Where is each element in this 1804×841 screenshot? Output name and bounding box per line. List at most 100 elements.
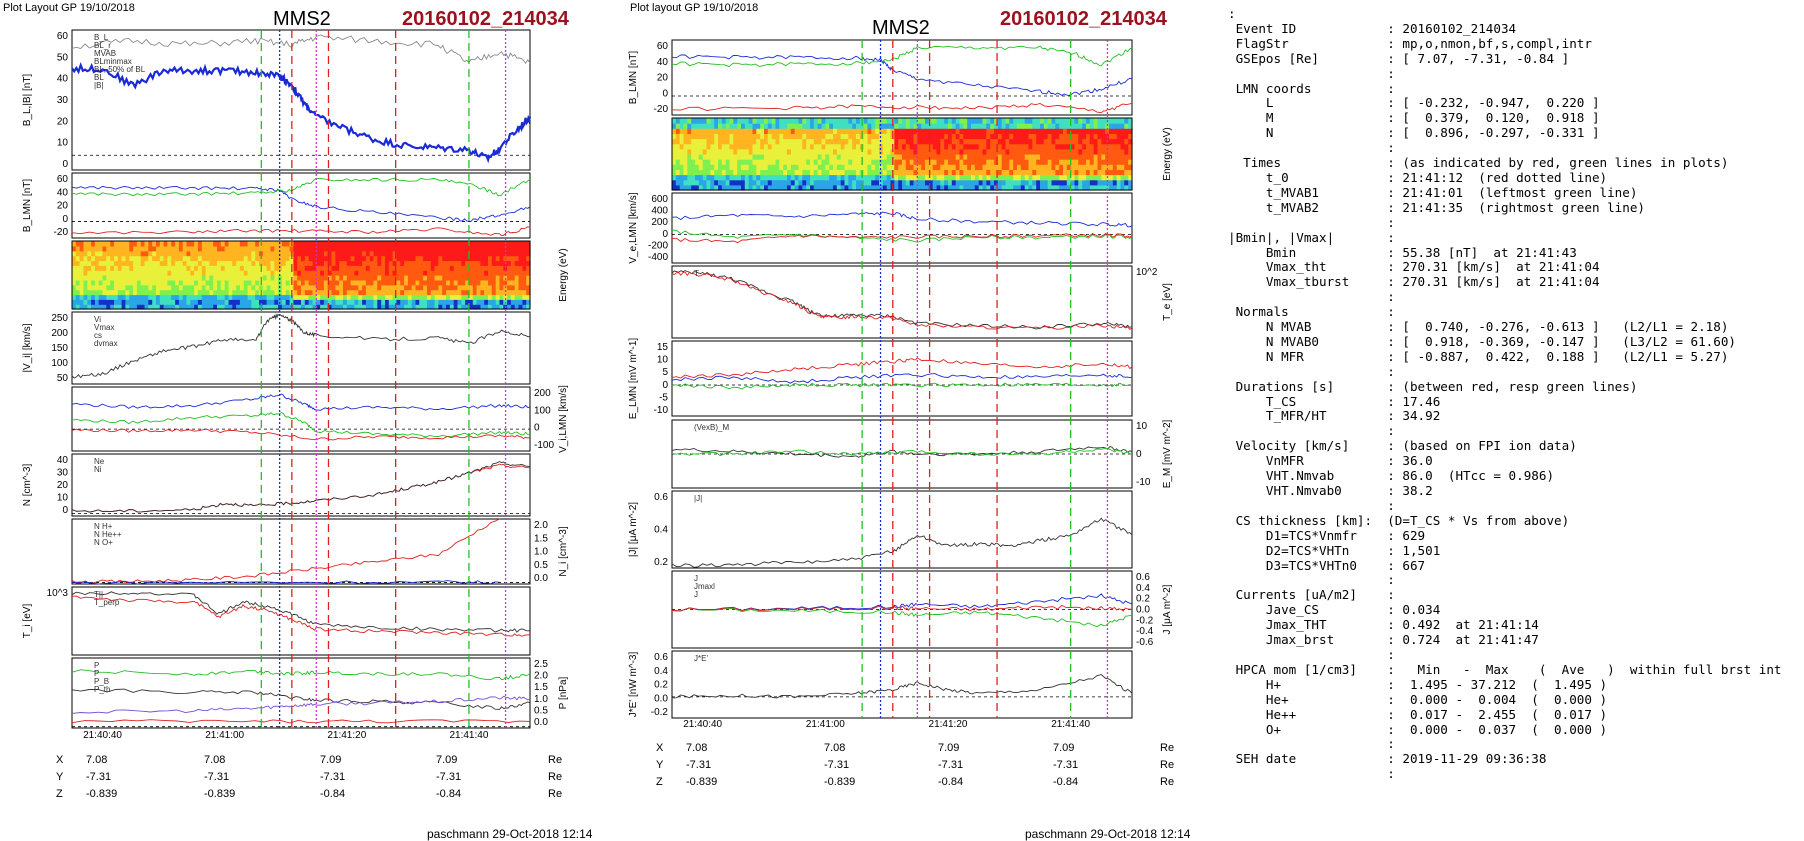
heatmap-cell [779,123,784,129]
heatmap-cell [98,275,104,281]
heatmap-cell [1109,148,1114,155]
heatmap-cell [829,164,834,170]
heatmap-cell [110,294,115,300]
heatmap-cell [312,279,317,286]
heatmap-cell [790,143,796,150]
heatmap-cell [1120,179,1125,186]
heatmap-cell [270,245,275,252]
heatmap-cell [1082,118,1087,124]
heatmap-cell [986,169,991,176]
heatmap-cell [465,250,470,257]
heatmap-cell [327,304,333,310]
heatmap-cell [365,265,371,271]
heatmap-cell [806,148,811,155]
heatmap-cell [247,284,252,291]
heatmap-cell [706,174,711,181]
heatmap-cell [446,241,451,247]
heatmap-cell [304,255,310,262]
heatmap-cell [320,245,325,252]
heatmap-cell [783,169,788,176]
heatmap-cell [209,275,214,281]
heatmap-cell [932,143,938,150]
heatmap-cell [262,245,268,252]
heatmap-cell [1074,133,1079,140]
heatmap-cell [316,294,321,300]
heatmap-cell [358,304,363,310]
heatmap-cell [1032,123,1037,129]
heatmap-cell [213,260,218,266]
heatmap-cell [331,255,336,262]
heatmap-cell [794,118,800,124]
heatmap-cell [879,128,884,134]
subplot-frame [671,340,1133,417]
heatmap-cell [852,169,857,176]
heatmap-cell [882,154,888,160]
heatmap-cell [518,275,523,281]
heatmap-cell [453,275,459,281]
heatmap-cell [718,184,723,191]
heatmap-cell [940,138,945,145]
heatmap-cell [281,284,287,291]
heatmap-cell [209,260,214,266]
heatmap-cell [110,265,115,271]
heatmap-cell [913,169,918,176]
legend-label: Vi [94,315,101,324]
heatmap-cell [381,265,386,271]
heatmap-cell [982,148,987,155]
heatmap-cell [476,270,481,276]
heatmap-cell [760,164,765,170]
heatmap-cell [997,143,1003,150]
heatmap-cell [710,154,715,160]
heatmap-cell [1089,169,1095,176]
heatmap-cell [990,148,995,155]
heatmap-cell [484,250,489,257]
heatmap-cell [514,299,520,305]
y-axis-label: T_i [eV] [22,604,33,639]
heatmap-cell [140,255,146,262]
heatmap-cell [1097,123,1102,129]
heatmap-cell [255,245,260,252]
heatmap-cell [1001,179,1007,186]
heatmap-cell [729,133,734,140]
heatmap-cell [810,133,815,140]
heatmap-cell [83,260,88,266]
heatmap-cell [886,138,892,145]
heatmap-cell [752,169,757,176]
heatmap-cell [990,133,995,140]
heatmap-cell [752,143,757,150]
heatmap-cell [1116,148,1122,155]
heatmap-cell [756,184,761,191]
heatmap-cell [1020,174,1026,181]
heatmap-cell [856,174,861,181]
heatmap-cell [1086,169,1091,176]
heatmap-cell [817,169,823,176]
heatmap-cell [710,159,715,165]
heatmap-cell [925,138,930,145]
heatmap-cell [526,279,531,286]
heatmap-cell [691,169,696,176]
heatmap-cell [167,294,172,300]
heatmap-cell [365,289,371,296]
heatmap-cell [87,299,92,305]
heatmap-cell [121,265,126,271]
heatmap-cell [369,299,375,305]
heatmap-cell [312,294,317,300]
heatmap-cell [224,304,230,310]
heatmap-cell [262,284,268,291]
heatmap-cell [840,169,846,176]
heatmap-cell [209,241,214,247]
heatmap-cell [909,118,915,124]
heatmap-cell [710,148,715,155]
heatmap-cell [259,260,264,266]
heatmap-cell [301,250,306,257]
heatmap-cell [385,289,390,296]
heatmap-cell [232,275,237,281]
y-tick-label: 40 [57,455,69,466]
heatmap-cell [852,133,857,140]
heatmap-cell [1059,169,1064,176]
heatmap-cell [1128,154,1133,160]
heatmap-cell [1112,133,1118,140]
heatmap-cell [1086,123,1091,129]
heatmap-cell [1047,184,1053,191]
heatmap-cell [706,159,711,165]
